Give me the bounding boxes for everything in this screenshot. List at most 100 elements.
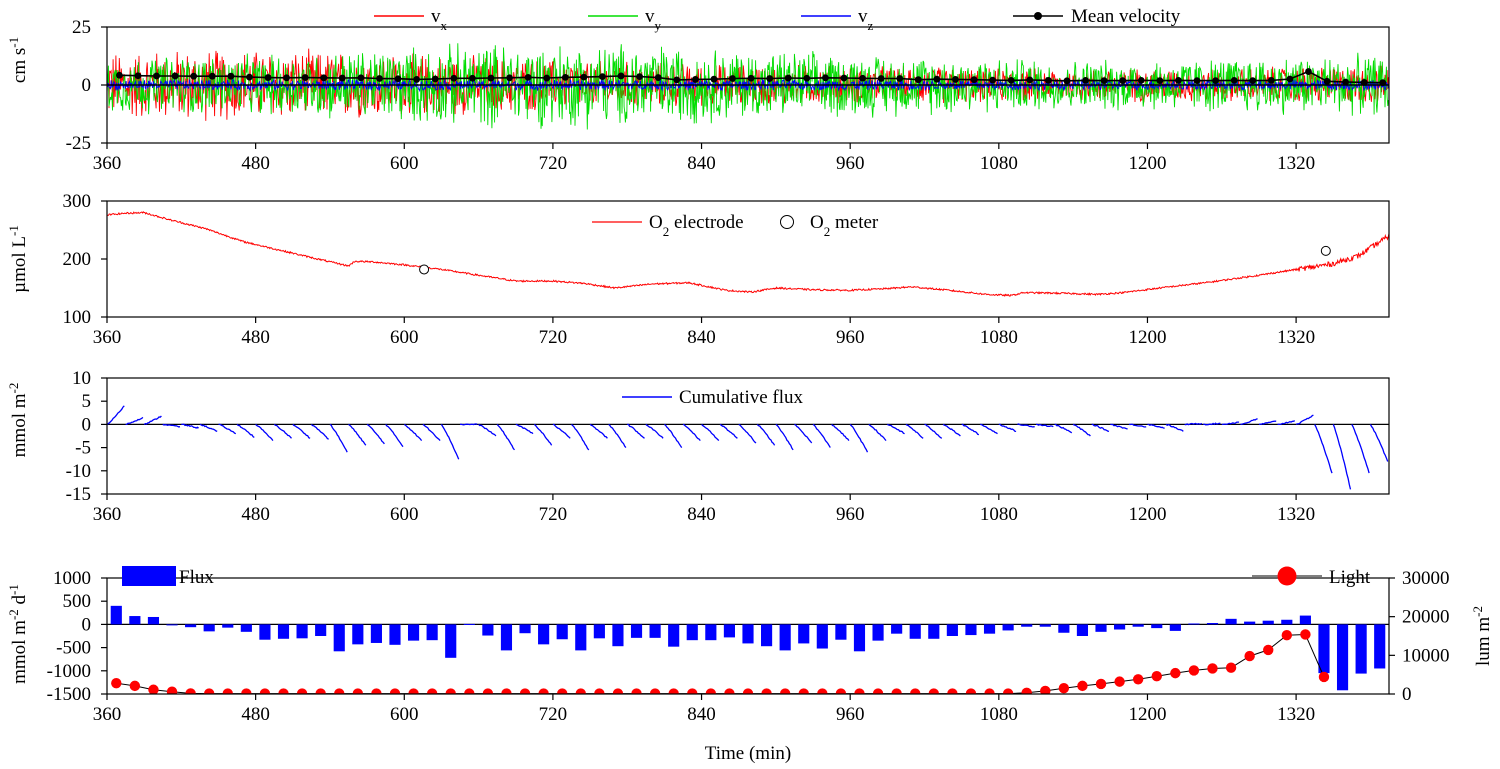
velocity-x-tick-label: 360 bbox=[93, 153, 122, 174]
oxygen-x-tick-label: 600 bbox=[390, 327, 419, 348]
light-point bbox=[166, 686, 178, 694]
flux-y-tick-label: -1500 bbox=[47, 684, 91, 705]
flux-bar bbox=[723, 624, 735, 638]
oxygen-panel: 360 480 600 720 840 960 1080 1200 1320 100 200 300 µ… bbox=[6, 191, 1390, 348]
legend-flux-swatch bbox=[122, 566, 176, 586]
cumflux-segment bbox=[1203, 422, 1221, 426]
flux-bar bbox=[277, 624, 290, 639]
vy-series-line bbox=[107, 43, 1389, 130]
flux-bar bbox=[1206, 623, 1219, 625]
velocity-panel: 360 480 600 720 840 960 1080 1200 1320 -25 0 25 cm s… bbox=[6, 6, 1390, 174]
flux-x-tick-label: 720 bbox=[539, 704, 568, 725]
mean-velocity-point bbox=[747, 74, 755, 82]
flux-y-tick-label: -1000 bbox=[47, 661, 91, 682]
cumflux-segment bbox=[199, 423, 218, 433]
legend-flux-label: Flux bbox=[179, 567, 214, 588]
cumflux-x-tick-label: 360 bbox=[93, 504, 122, 525]
cumflux-segment bbox=[756, 423, 776, 446]
mean-velocity-point bbox=[431, 75, 439, 83]
velocity-x-tick-label: 1200 bbox=[1128, 153, 1166, 174]
flux-bar bbox=[928, 624, 940, 639]
cumflux-segment bbox=[348, 423, 367, 446]
mean-velocity-point bbox=[153, 72, 160, 80]
flux-bar bbox=[129, 616, 141, 625]
flux-y-tick-label: 500 bbox=[63, 591, 92, 612]
cumflux-segment bbox=[1017, 423, 1035, 428]
mean-velocity-point bbox=[1360, 79, 1368, 86]
cumflux-y-tick-label: -10 bbox=[66, 461, 91, 482]
light-point bbox=[705, 688, 717, 694]
mean-velocity-point bbox=[524, 73, 532, 81]
mean-velocity-point bbox=[822, 74, 829, 82]
flux-bar bbox=[630, 624, 643, 638]
light-point bbox=[315, 688, 326, 694]
mean-velocity-point bbox=[970, 76, 978, 84]
legend-cumflux-label: Cumulative flux bbox=[679, 387, 804, 408]
cumflux-y-axis-label: mmol m-2 bbox=[6, 383, 31, 458]
flux-bar bbox=[649, 624, 661, 638]
mean-velocity-point bbox=[1230, 76, 1238, 84]
light-point bbox=[557, 688, 568, 694]
cumflux-x-tick-label: 720 bbox=[539, 504, 568, 525]
cumflux-segment bbox=[812, 423, 831, 448]
flux-bar bbox=[445, 624, 457, 658]
mean-velocity-point bbox=[561, 73, 569, 81]
flux-bar bbox=[1355, 624, 1367, 674]
cumflux-segment bbox=[775, 423, 794, 451]
flux-bar bbox=[872, 624, 884, 641]
light-point bbox=[222, 688, 233, 694]
mean-velocity-point bbox=[1007, 76, 1015, 84]
light-point bbox=[631, 688, 642, 694]
cumflux-segment bbox=[1110, 423, 1128, 430]
cumulative-flux-panel: 360 480 600 720 840 960 1080 1200 1320 -15-10-5 05… bbox=[6, 368, 1390, 525]
cumflux-x-tick-label: 1080 bbox=[980, 504, 1018, 525]
velocity-y-tick-label: 0 bbox=[82, 75, 92, 96]
flux-bar bbox=[983, 624, 996, 634]
cumflux-segment bbox=[236, 423, 255, 438]
cumflux-segment bbox=[107, 405, 125, 425]
cumflux-segment bbox=[1072, 423, 1091, 437]
mean-velocity-point bbox=[171, 72, 179, 80]
light-point bbox=[835, 688, 847, 694]
flux-bar bbox=[668, 624, 680, 647]
legend-light-marker bbox=[1277, 566, 1297, 586]
light-point bbox=[891, 688, 902, 694]
cumflux-segment bbox=[1240, 418, 1258, 426]
cumflux-segment bbox=[310, 423, 329, 440]
cumflux-segment bbox=[980, 423, 998, 435]
cumflux-x-tick-label: 1200 bbox=[1128, 504, 1166, 525]
flux-bar bbox=[705, 624, 717, 641]
mean-velocity-point bbox=[654, 74, 662, 81]
light-point bbox=[668, 688, 679, 694]
mean-velocity-point bbox=[1342, 78, 1350, 86]
o2-meter-point bbox=[419, 264, 430, 275]
flux-bar bbox=[407, 624, 420, 641]
cumflux-segment bbox=[403, 423, 423, 441]
flux-bar bbox=[1262, 620, 1274, 625]
cumflux-segment bbox=[218, 423, 237, 435]
mean-velocity-point bbox=[543, 74, 551, 82]
mean-velocity-point bbox=[1100, 77, 1108, 84]
light-point bbox=[371, 688, 382, 694]
cumflux-segment bbox=[181, 423, 199, 429]
flux-x-tick-label: 960 bbox=[836, 704, 865, 725]
legend-vx-label: vx bbox=[431, 6, 448, 33]
velocity-x-tick-label: 960 bbox=[836, 153, 865, 174]
oxygen-plot-area bbox=[107, 211, 1389, 298]
light-point bbox=[1114, 676, 1125, 687]
mean-velocity-point bbox=[134, 72, 142, 80]
cumflux-x-tick-label: 960 bbox=[836, 504, 865, 525]
cumflux-segment bbox=[496, 423, 516, 451]
light-point bbox=[426, 688, 438, 694]
flux-bar bbox=[761, 624, 773, 647]
flux-bar bbox=[1151, 624, 1163, 629]
o2-electrode-line bbox=[107, 211, 1389, 298]
light-point bbox=[482, 688, 494, 694]
cumflux-y-tick-label: -5 bbox=[75, 438, 91, 459]
cumflux-segment bbox=[868, 423, 887, 442]
cumflux-segment bbox=[719, 423, 738, 439]
mean-velocity-point bbox=[914, 76, 922, 84]
cumflux-plot-frame bbox=[106, 377, 1390, 495]
mean-velocity-point bbox=[376, 75, 383, 82]
light-point bbox=[259, 688, 271, 694]
